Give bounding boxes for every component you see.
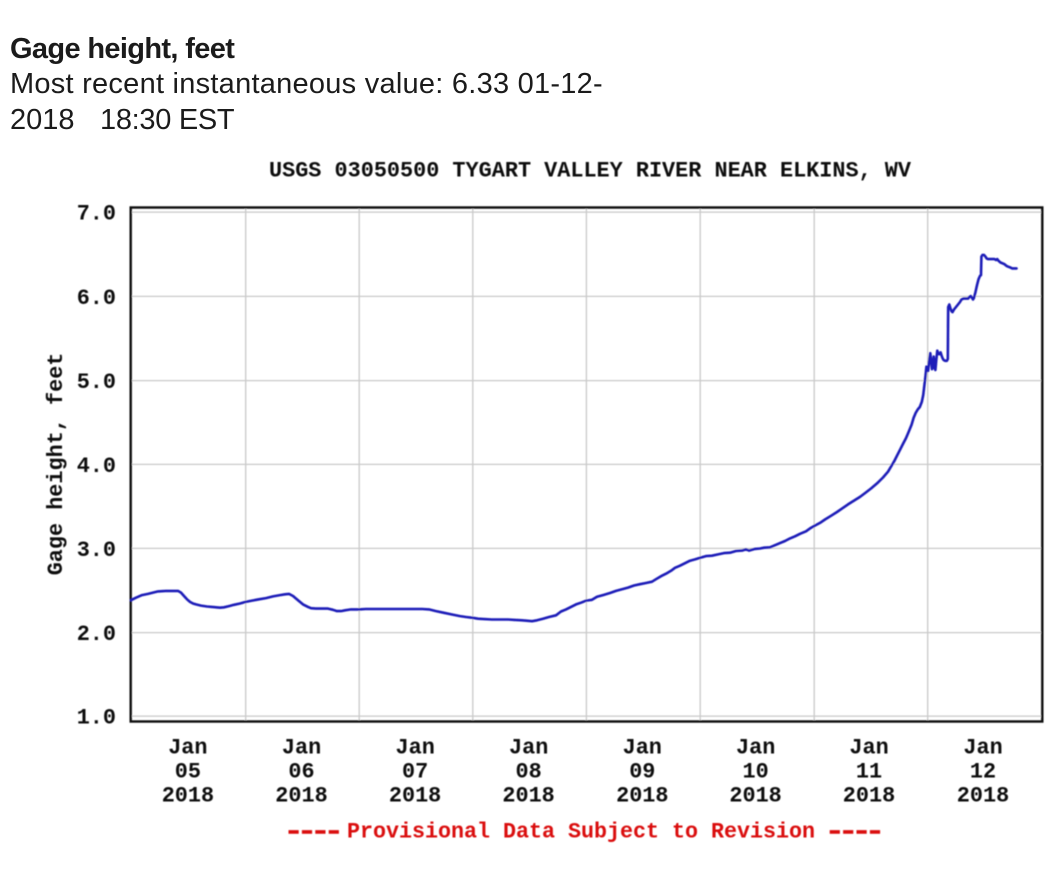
- svg-text:1.0: 1.0: [77, 705, 116, 731]
- svg-text:09: 09: [629, 759, 655, 785]
- svg-text:Jan: Jan: [849, 735, 888, 761]
- svg-text:10: 10: [743, 759, 769, 785]
- svg-text:2018: 2018: [843, 783, 895, 809]
- svg-text:2018: 2018: [275, 783, 327, 809]
- svg-text:Jan: Jan: [736, 735, 775, 761]
- svg-text:Jan: Jan: [509, 735, 548, 761]
- svg-text:08: 08: [516, 759, 542, 785]
- svg-text:Jan: Jan: [168, 735, 207, 761]
- svg-text:2018: 2018: [502, 783, 554, 809]
- svg-text:Jan: Jan: [623, 735, 662, 761]
- svg-text:2018: 2018: [729, 783, 781, 809]
- svg-text:11: 11: [856, 759, 882, 785]
- svg-text:07: 07: [402, 759, 428, 785]
- svg-text:2018: 2018: [616, 783, 668, 809]
- svg-text:2018: 2018: [957, 783, 1009, 809]
- svg-text:3.0: 3.0: [77, 537, 116, 563]
- svg-text:Gage height, feet: Gage height, feet: [43, 353, 69, 576]
- svg-text:2018: 2018: [389, 783, 441, 809]
- svg-text:Jan: Jan: [396, 735, 435, 761]
- svg-text:7.0: 7.0: [77, 201, 116, 227]
- svg-text:6.0: 6.0: [77, 285, 116, 311]
- svg-text:5.0: 5.0: [77, 369, 116, 395]
- svg-text:4.0: 4.0: [77, 453, 116, 479]
- svg-text:Jan: Jan: [963, 735, 1002, 761]
- svg-text:USGS 03050500 TYGART VALLEY RI: USGS 03050500 TYGART VALLEY RIVER NEAR E…: [269, 158, 911, 184]
- svg-text:05: 05: [175, 759, 201, 785]
- svg-text:Provisional Data Subject to Re: Provisional Data Subject to Revision: [347, 819, 815, 845]
- svg-text:06: 06: [288, 759, 314, 785]
- svg-text:Jan: Jan: [282, 735, 321, 761]
- svg-text:12: 12: [970, 759, 996, 785]
- svg-text:2018: 2018: [162, 783, 214, 809]
- svg-text:2.0: 2.0: [77, 621, 116, 647]
